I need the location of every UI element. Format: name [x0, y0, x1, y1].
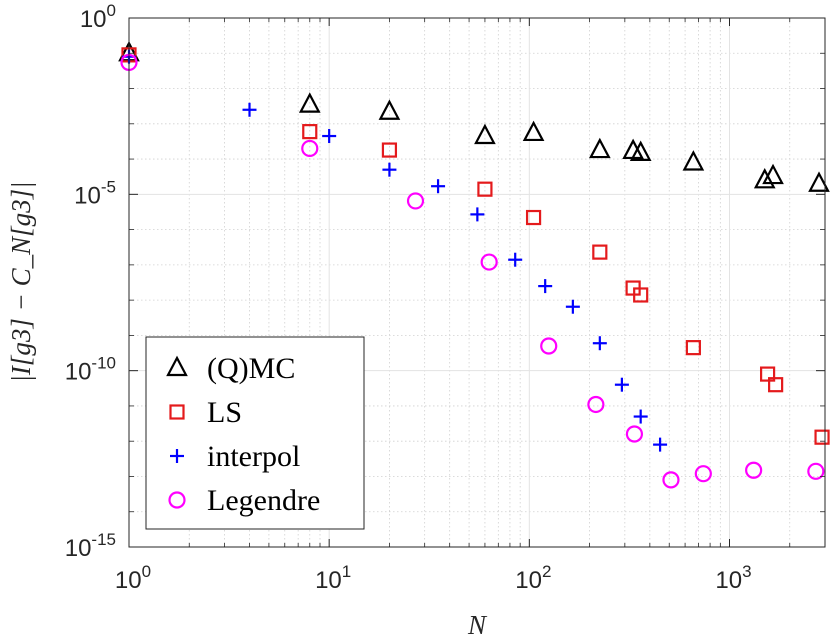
point-q-mc [753, 167, 776, 189]
point-q-mc [762, 163, 784, 185]
point-interpol [382, 162, 397, 177]
axis-ticks: 100 101 102 103 100 10-5 10-10 10-15 [65, 1, 825, 594]
point-q-mc [682, 150, 705, 171]
point-interpol [431, 179, 446, 194]
point-q-mc [378, 99, 401, 120]
x-tick-label: 103 [715, 562, 751, 594]
point-ls [768, 377, 784, 393]
point-interpol [322, 129, 337, 144]
point-ls [633, 287, 649, 303]
legend: (Q)MC LS interpol Legendre [145, 336, 365, 530]
y-tick-label: 10-5 [74, 177, 116, 209]
point-legendre [662, 471, 680, 489]
point-legendre [625, 425, 644, 443]
legend-marker-legendre [168, 491, 186, 509]
point-q-mc [474, 123, 496, 145]
x-tick-label: 101 [315, 562, 351, 594]
point-q-mc [522, 120, 545, 142]
legend-marker-ls [169, 404, 185, 420]
point-ls [302, 124, 318, 140]
y-axis-label: |I[g3] − C_N[g3]| [6, 181, 36, 382]
point-interpol [242, 102, 257, 117]
point-legendre [540, 337, 558, 355]
y-tick-label: 100 [80, 1, 116, 33]
point-ls [477, 181, 493, 197]
point-interpol [565, 299, 580, 314]
point-interpol [633, 409, 648, 424]
point-legendre [301, 139, 319, 158]
x-tick-label: 100 [115, 562, 151, 594]
point-q-mc [629, 140, 652, 161]
point-legendre [694, 465, 712, 483]
point-q-mc [808, 171, 830, 192]
point-interpol [592, 336, 607, 351]
point-interpol [470, 207, 485, 222]
point-interpol [538, 279, 553, 294]
legend-marker-q-mc [166, 355, 188, 377]
legend-label-legendre: Legendre [207, 484, 320, 517]
point-interpol [508, 252, 523, 267]
point-ls [592, 244, 608, 260]
legend-marker-interpol [170, 449, 184, 463]
point-legendre [406, 192, 425, 210]
legend-label-ls: LS [207, 396, 242, 429]
point-ls [525, 209, 542, 226]
point-interpol [653, 437, 668, 452]
x-axis-label: N [467, 610, 488, 639]
y-tick-label: 10-10 [65, 354, 116, 386]
point-legendre [807, 462, 825, 480]
x-tick-label: 102 [515, 562, 551, 594]
point-interpol [614, 377, 629, 392]
legend-label-q-mc: (Q)MC [207, 352, 295, 385]
point-legendre [480, 253, 498, 271]
point-ls [759, 366, 776, 382]
legend-label-interpol: interpol [207, 440, 300, 473]
point-ls [814, 429, 830, 445]
point-ls [381, 142, 398, 158]
point-q-mc [588, 137, 611, 159]
plot-frame [128, 17, 826, 548]
point-legendre [745, 461, 763, 479]
point-ls [685, 340, 701, 356]
y-tick-label: 10-15 [65, 530, 116, 562]
point-q-mc [298, 92, 321, 113]
point-legendre [587, 395, 605, 414]
legend-entries: (Q)MC LS interpol Legendre [166, 352, 320, 517]
